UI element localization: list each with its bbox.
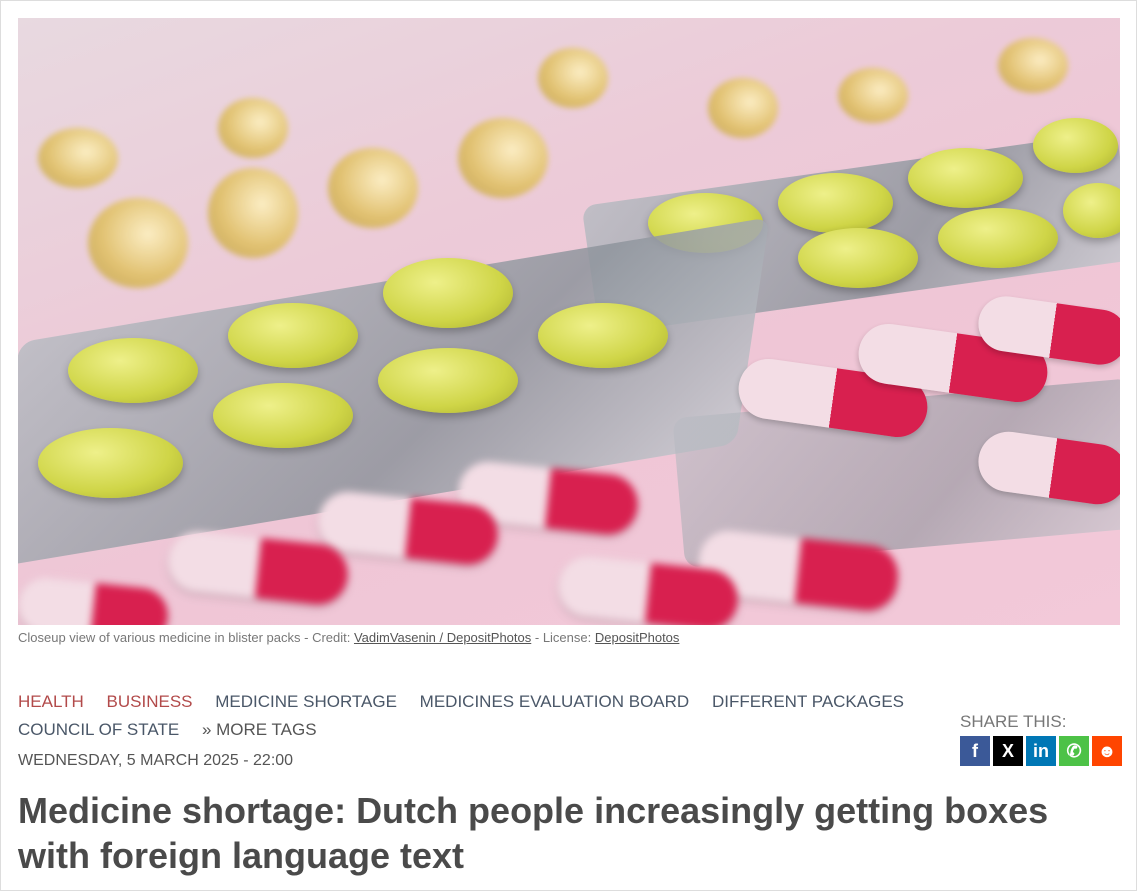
linkedin-share-button[interactable]: in [1026,736,1056,766]
credit-link[interactable]: VadimVasenin / DepositPhotos [353,630,532,645]
x-icon: X [1001,740,1014,761]
x-share-button[interactable]: X [993,736,1023,766]
image-caption: Closeup view of various medicine in blis… [18,630,679,645]
article-image [18,18,1120,625]
more-tags-link[interactable]: » MORE TAGS [201,720,317,739]
license-link[interactable]: DepositPhotos [594,630,680,645]
publish-date: WEDNESDAY, 5 MARCH 2025 - 22:00 [18,752,294,769]
license-prefix: - License: [531,630,595,645]
facebook-share-button[interactable]: f [960,736,990,766]
reddit-share-button[interactable]: ☻ [1092,736,1122,766]
whatsapp-share-button[interactable]: ✆ [1059,736,1089,766]
tag-medicines-evaluation-board[interactable]: MEDICINES EVALUATION BOARD [419,692,690,711]
article-title: Medicine shortage: Dutch people increasi… [18,790,1049,876]
reddit-icon: ☻ [1097,740,1117,761]
tag-list: HEALTH BUSINESS MEDICINE SHORTAGE MEDICI… [18,688,938,744]
tag-different-packages[interactable]: DIFFERENT PACKAGES [711,692,905,711]
caption-text: Closeup view of various medicine in blis… [18,630,354,645]
share-label: SHARE THIS: [960,712,1067,731]
tag-council-of-state[interactable]: COUNCIL OF STATE [18,720,180,739]
linkedin-icon: in [1033,740,1049,761]
tag-health[interactable]: HEALTH [18,692,84,711]
tag-medicine-shortage[interactable]: MEDICINE SHORTAGE [215,692,397,711]
whatsapp-icon: ✆ [1066,740,1082,761]
tag-business[interactable]: BUSINESS [106,692,193,711]
facebook-icon: f [972,740,978,761]
